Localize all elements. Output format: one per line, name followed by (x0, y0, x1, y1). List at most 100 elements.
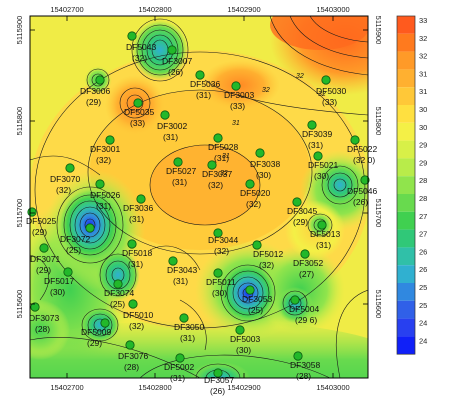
well-value-label: (25) (248, 305, 263, 315)
well: DF3045(29) (287, 197, 318, 227)
well: DF3039(31) (302, 120, 333, 150)
well: DF5018(31) (122, 239, 153, 269)
well-marker (252, 240, 262, 250)
well: DF5012(32) (252, 240, 284, 270)
well-marker (39, 243, 49, 253)
contour-label: 32 (262, 87, 270, 94)
colorbar-swatch (397, 318, 415, 337)
well-marker (213, 228, 223, 238)
y-tick-label-right: 5115900 (374, 16, 383, 45)
well: DF5021(30) (308, 151, 339, 181)
well-marker (213, 133, 223, 143)
well-marker (179, 313, 189, 323)
colorbar-level-label: 32 (419, 52, 427, 61)
y-tick-label-left: 5115800 (15, 107, 24, 136)
well-marker (317, 220, 327, 230)
well-id-label: DF5036 (190, 79, 221, 89)
colorbar-level-label: 32 (419, 34, 427, 43)
colorbar-swatch (397, 211, 415, 230)
well-marker (173, 157, 183, 167)
well-value-label: (25) (66, 245, 81, 255)
well-value-label: (29) (293, 217, 308, 227)
well-id-label: DF3058 (290, 360, 321, 370)
well-id-label: DF3007 (162, 56, 193, 66)
well-marker (255, 148, 265, 158)
well-id-label: DF5027 (166, 166, 197, 176)
well-id-label: DF5028 (208, 142, 239, 152)
colorbar-level-label: 25 (419, 301, 427, 310)
well-id-label: DF3070 (50, 174, 81, 184)
well-value-label: (29 6) (295, 315, 317, 325)
well-id-label: DF3037 (202, 169, 233, 179)
well: DF3007(26) (162, 45, 193, 77)
well: DF3044(32) (208, 228, 239, 256)
well-id-label: DF5017 (44, 276, 75, 286)
well-value-label: (30) (212, 288, 227, 298)
well-id-label: DF3006 (80, 86, 111, 96)
well: DF5009(29) (81, 318, 112, 348)
well-value-label: (30) (314, 171, 329, 181)
well-id-label: DF3076 (118, 351, 149, 361)
well-value-label: (31) (180, 333, 195, 343)
well-marker (65, 163, 75, 173)
well-marker (235, 325, 245, 335)
colorbar-swatch (397, 247, 415, 266)
well-id-label: DF3001 (90, 144, 121, 154)
colorbar-swatch (397, 176, 415, 194)
contour-label: 32 (296, 73, 304, 80)
well-value-label: (31) (96, 201, 111, 211)
well: DF5043(32) (126, 31, 157, 63)
well-marker (113, 279, 123, 289)
y-axis: 5115900 5115800 5115700 5115600 5115900 … (15, 16, 383, 319)
well-value-label: (26) (210, 386, 225, 396)
well-id-label: DF5002 (164, 362, 195, 372)
well-value-label: (25) (110, 299, 125, 309)
colorbar-level-label: 31 (419, 87, 427, 96)
well-value-label: (29) (36, 265, 51, 275)
y-tick-label-left: 5115700 (15, 199, 24, 228)
well: DF3072(25) (60, 223, 95, 255)
well-id-label: DF5012 (253, 249, 284, 259)
well-marker (195, 70, 205, 80)
well-marker (125, 340, 135, 350)
well-value-label: (31) (172, 177, 187, 187)
well-marker (313, 151, 323, 161)
well-marker (160, 110, 170, 120)
well: DF3038(30) (250, 148, 281, 180)
well-value-label: (32) (214, 246, 229, 256)
well-id-label: DF3036 (123, 203, 154, 213)
colorbar-swatch (397, 140, 415, 159)
y-tick-label-right: 5115600 (374, 290, 383, 319)
well: DF3071(29) (30, 243, 61, 275)
well: DF5027(31) (166, 157, 197, 187)
well: DF5017(30) (44, 267, 75, 297)
well: DF3002(31) (157, 110, 188, 142)
well-marker (136, 194, 146, 204)
well-marker (63, 267, 73, 277)
colorbar-swatch (397, 300, 415, 319)
well-marker (95, 75, 105, 85)
y-tick-label-right: 5115800 (374, 107, 383, 136)
well-value-label: (31) (129, 214, 144, 224)
well: DF3070(32) (50, 163, 81, 195)
well-id-label: DF5025 (26, 216, 57, 226)
colorbar-frame (396, 15, 416, 355)
well-value-label: (31) (196, 90, 211, 100)
well-marker (245, 285, 255, 295)
well-id-label: DF5010 (123, 310, 154, 320)
well-marker (213, 368, 223, 378)
well-marker (307, 120, 317, 130)
well-id-label: DF3073 (29, 313, 60, 323)
colorbar-level-label: 28 (419, 194, 427, 203)
colorbar-swatch (397, 122, 415, 141)
well-value-label: (32 0) (353, 155, 375, 165)
well-value-label: (29) (87, 338, 102, 348)
well: DF5022(32 0) (347, 135, 378, 165)
well-value-label: (31) (316, 240, 331, 250)
well: DF5004(29 6) (289, 295, 320, 325)
well-value-label: (30) (236, 345, 251, 355)
contour-label-group: 32 32 31 32 31 32 (220, 73, 326, 177)
well: DF5036(31) (190, 70, 221, 100)
contour-label: 31 (232, 120, 240, 127)
